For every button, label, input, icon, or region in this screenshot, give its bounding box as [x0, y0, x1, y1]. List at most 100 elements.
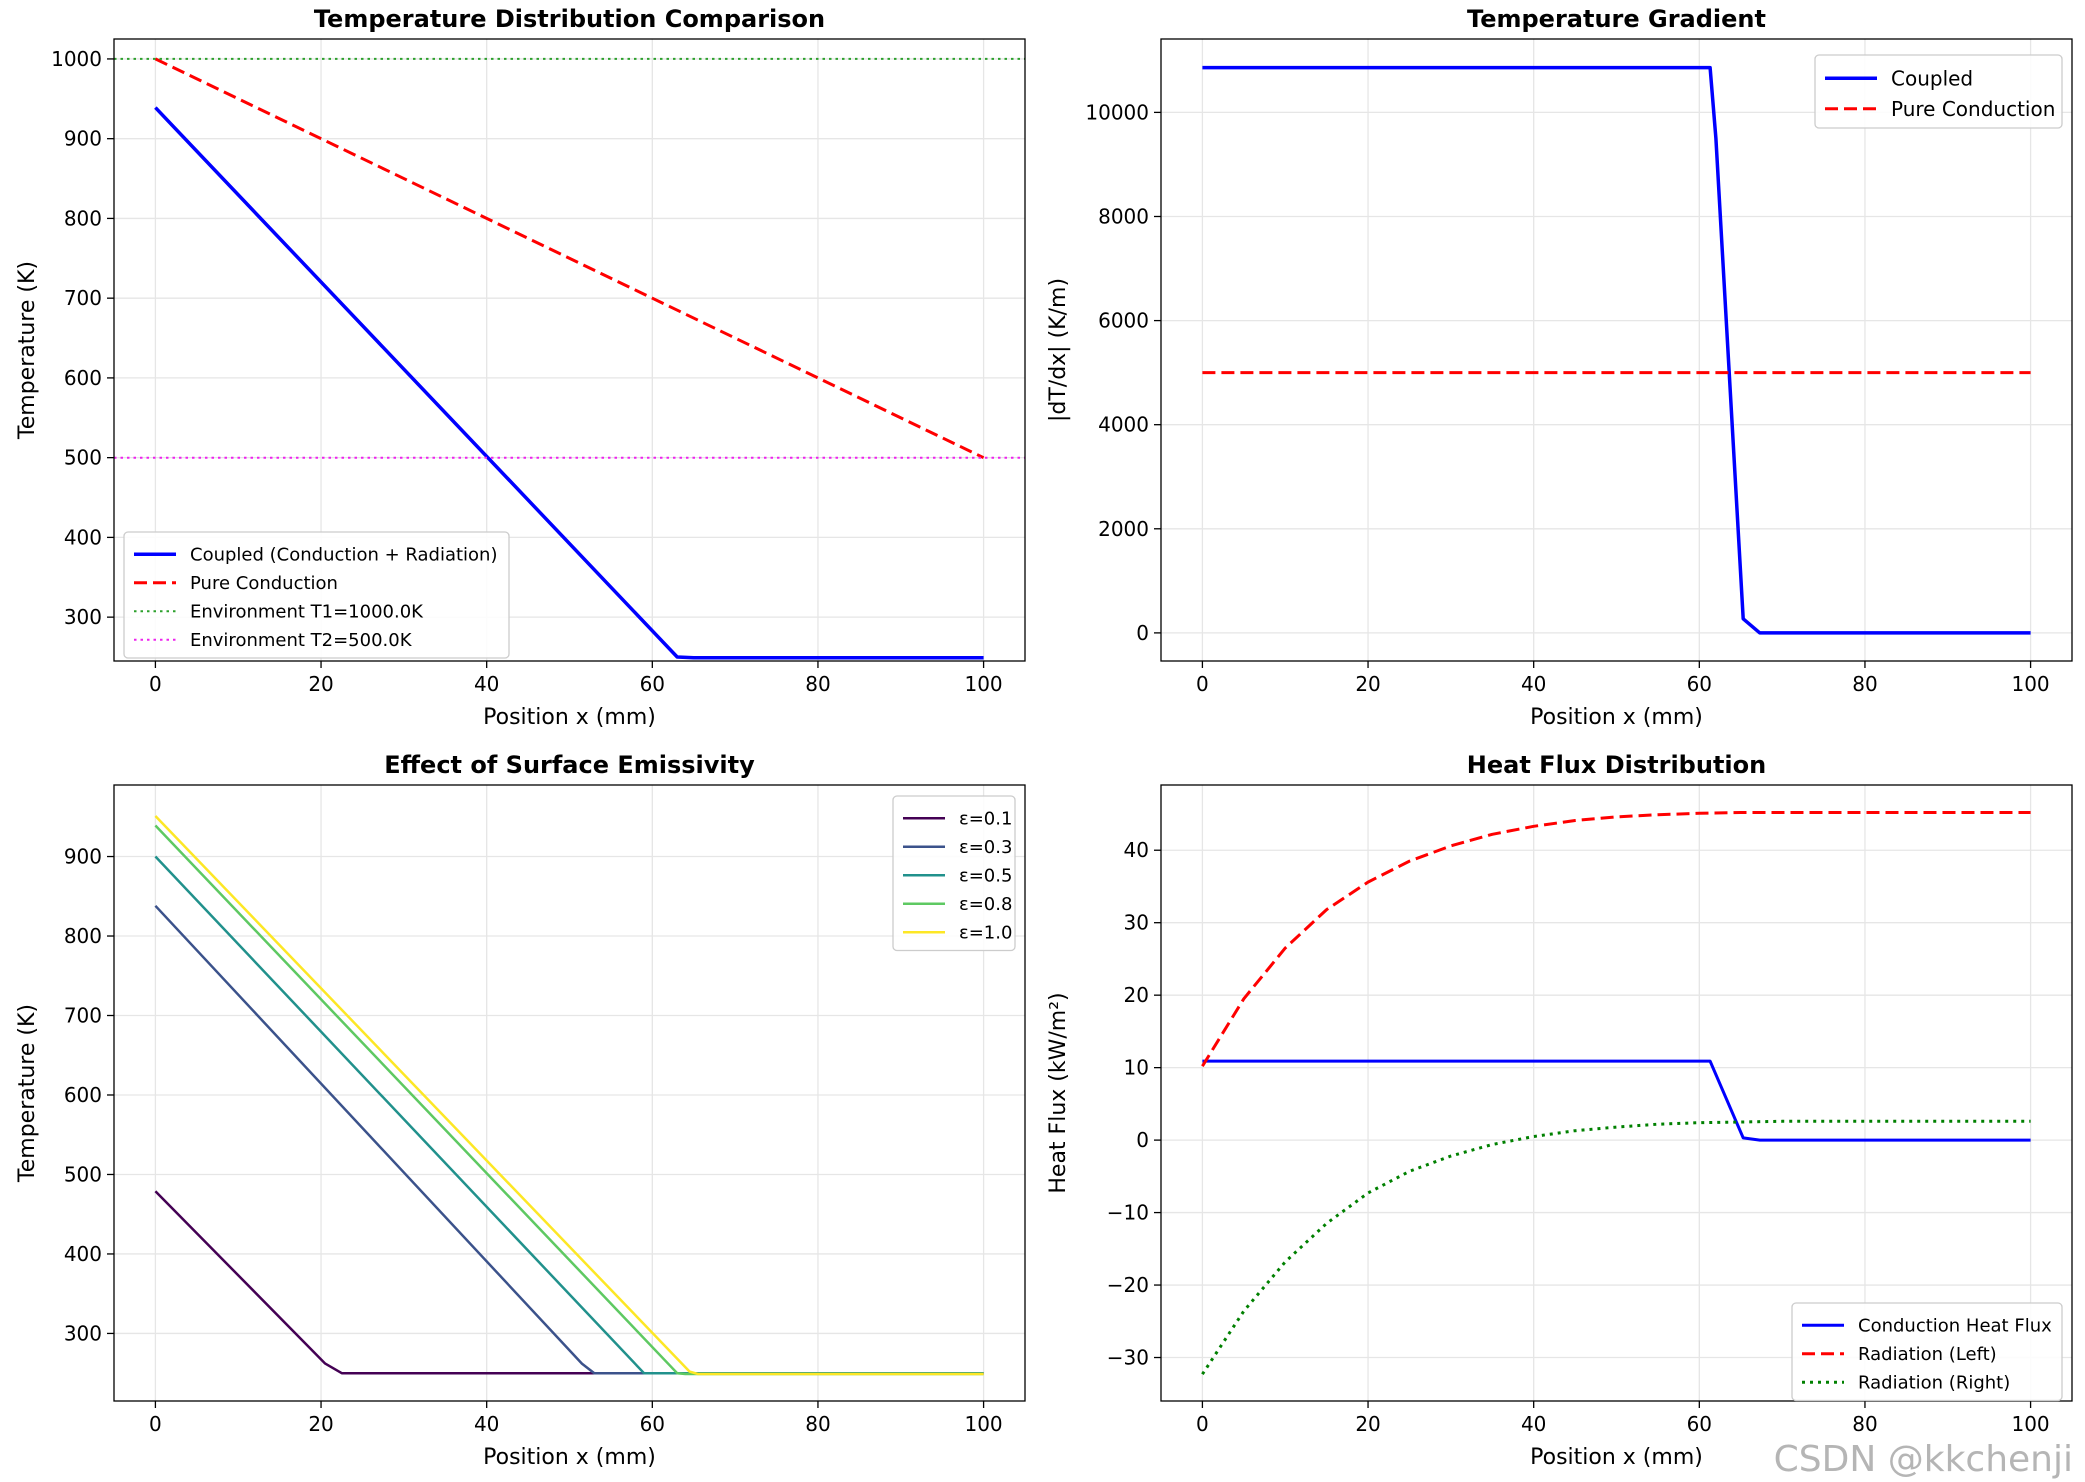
- chart-title: Temperature Distribution Comparison: [314, 5, 825, 33]
- y-tick-label: 400: [64, 525, 102, 549]
- y-tick-label: 20: [1124, 983, 1149, 1007]
- y-axis-label: Temperature (K): [15, 261, 40, 440]
- series-line-2: [1201, 811, 2031, 1067]
- legend-label: ε=0.5: [959, 866, 1012, 887]
- legend-box: [1814, 54, 2063, 129]
- y-tick-label: 800: [64, 206, 102, 230]
- y-tick-label: 0: [1136, 621, 1149, 645]
- y-tick-label: 40: [1124, 838, 1149, 862]
- y-tick-label: 600: [64, 1083, 102, 1107]
- y-tick-label: 300: [64, 1321, 102, 1345]
- subplot-4: 0 20 40 60 80 100 −30 −20 −10 0 10 20 30 40 Heat Flux …: [1046, 751, 2073, 1470]
- legend-label: Coupled: [1891, 66, 1973, 90]
- x-tick-label: 40: [474, 1412, 499, 1436]
- chart-title: Temperature Gradient: [1467, 5, 1766, 33]
- legend-box: [123, 531, 510, 659]
- y-tick-label: 500: [64, 446, 102, 470]
- x-tick-label: 100: [964, 672, 1002, 696]
- legend-label: Environment T2=500.0K: [190, 630, 413, 651]
- axes-frame: [1160, 784, 2073, 1402]
- series-line-1: [154, 1190, 984, 1375]
- x-tick-label: 20: [1355, 672, 1380, 696]
- x-tick-label: 40: [1521, 672, 1546, 696]
- y-axis-label: Heat Flux (kW/m²): [1046, 992, 1071, 1193]
- series-line-1: [1202, 1059, 2031, 1142]
- y-tick-label: 0: [1136, 1128, 1149, 1152]
- legend: Coupled (Conduction + Radiation) Pure Con…: [123, 531, 510, 659]
- y-tick-label: 8000: [1098, 204, 1149, 228]
- x-axis-label: Position x (mm): [1530, 705, 1703, 730]
- series-line-2: [154, 904, 984, 1375]
- chart-title: Heat Flux Distribution: [1467, 751, 1766, 779]
- x-tick-label: 100: [2011, 672, 2049, 696]
- legend-label: ε=1.0: [959, 923, 1012, 944]
- series-group: [1201, 811, 2031, 1376]
- x-tick-label: 0: [1196, 672, 1209, 696]
- x-tick-label: 100: [2011, 1412, 2049, 1436]
- y-tick-label: −30: [1107, 1346, 1149, 1370]
- legend-label: Radiation (Right): [1858, 1373, 2010, 1394]
- x-tick-label: 60: [1687, 672, 1712, 696]
- y-tick-label: 700: [64, 1004, 102, 1028]
- x-tick-label: 40: [474, 672, 499, 696]
- y-tick-label: 700: [64, 286, 102, 310]
- legend-box: [892, 795, 1016, 952]
- legend: ε=0.1 ε=0.3 ε=0.5 ε=0.8 ε=1.0: [892, 795, 1016, 952]
- x-tick-label: 100: [964, 1412, 1002, 1436]
- y-tick-label: 2000: [1098, 517, 1149, 541]
- y-axis-label: |dT/dx| (K/m): [1046, 278, 1071, 422]
- y-tick-label: −20: [1107, 1273, 1149, 1297]
- watermark: CSDN @kkchenji: [1773, 1439, 2073, 1480]
- axes-frame: [1160, 38, 2073, 662]
- legend-label: ε=0.3: [959, 837, 1012, 858]
- series-line-2: [154, 57, 985, 460]
- legend-label: Pure Conduction: [190, 573, 338, 594]
- x-tick-label: 60: [640, 1412, 665, 1436]
- x-tick-label: 0: [1196, 1412, 1209, 1436]
- y-axis-label: Temperature (K): [15, 1004, 40, 1183]
- axes-frame: [113, 784, 1026, 1402]
- legend-label: Environment T1=1000.0K: [190, 602, 424, 623]
- subplot-3: 0 20 40 60 80 100 300 400 500 600 700 800 900 Effect …: [15, 751, 1026, 1470]
- series-group: [1202, 65, 2031, 635]
- y-tick-label: 500: [64, 1162, 102, 1186]
- legend: Conduction Heat Flux Radiation (Left) Radi…: [1791, 1302, 2063, 1402]
- legend-box: [1791, 1302, 2063, 1402]
- legend-label: ε=0.1: [959, 809, 1012, 830]
- y-tick-label: 600: [64, 366, 102, 390]
- x-tick-label: 20: [308, 1412, 333, 1436]
- series-line-1: [1202, 65, 2031, 635]
- series-group: [114, 57, 1025, 660]
- subplot-1: 0 20 40 60 80 100 300 400 500 600 700 800 900 1000 Tem…: [15, 5, 1026, 730]
- x-tick-label: 20: [308, 672, 333, 696]
- axes-frame: [113, 38, 1026, 662]
- y-tick-label: 10000: [1085, 100, 1149, 124]
- x-tick-label: 20: [1355, 1412, 1380, 1436]
- subplot-2: 0 20 40 60 80 100 0 2000 4000 6000 8000 10000 Temper…: [1046, 5, 2073, 730]
- x-tick-label: 80: [805, 1412, 830, 1436]
- x-axis-label: Position x (mm): [483, 1445, 656, 1470]
- legend: Coupled Pure Conduction: [1814, 54, 2063, 129]
- legend-label: Pure Conduction: [1891, 97, 2055, 121]
- x-tick-label: 40: [1521, 1412, 1546, 1436]
- y-tick-label: 30: [1124, 911, 1149, 935]
- y-tick-label: 900: [64, 127, 102, 151]
- series-line-3: [154, 855, 984, 1375]
- x-axis-label: Position x (mm): [1530, 1445, 1703, 1470]
- x-tick-label: 60: [640, 672, 665, 696]
- series-line-5: [154, 815, 984, 1376]
- y-tick-label: 900: [64, 845, 102, 869]
- y-tick-label: 1000: [51, 47, 102, 71]
- x-tick-label: 0: [149, 1412, 162, 1436]
- x-axis-label: Position x (mm): [483, 705, 656, 730]
- legend-label: Radiation (Left): [1858, 1344, 1997, 1365]
- legend-label: Coupled (Conduction + Radiation): [190, 545, 498, 566]
- chart-title: Effect of Surface Emissivity: [384, 751, 755, 779]
- y-tick-label: 800: [64, 924, 102, 948]
- x-tick-label: 0: [149, 672, 162, 696]
- x-tick-label: 80: [805, 672, 830, 696]
- series-line-3: [1201, 1119, 2031, 1376]
- legend-label: Conduction Heat Flux: [1858, 1316, 2052, 1337]
- y-tick-label: 4000: [1098, 413, 1149, 437]
